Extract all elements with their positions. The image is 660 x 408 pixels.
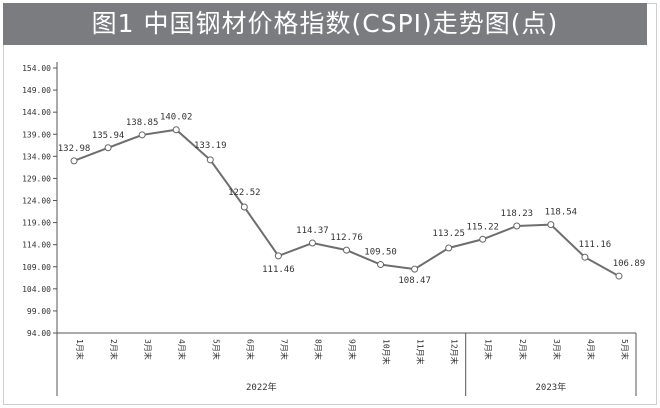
data-point xyxy=(615,272,623,280)
data-label: 138.85 xyxy=(126,118,159,128)
x-tick-label: 3月末 xyxy=(552,339,562,360)
data-label: 113.25 xyxy=(432,229,465,239)
data-label: 111.46 xyxy=(262,265,295,275)
data-label: 109.50 xyxy=(364,248,397,258)
data-point xyxy=(70,157,78,165)
data-label: 140.02 xyxy=(160,113,193,123)
data-label: 118.23 xyxy=(501,209,534,219)
x-tick-label: 6月末 xyxy=(245,339,255,360)
data-label: 132.98 xyxy=(58,144,91,154)
data-label: 114.37 xyxy=(296,226,329,236)
y-tick-label: 154.00 xyxy=(22,64,51,73)
group-label: 2022年 xyxy=(246,381,277,393)
y-tick-label: 104.00 xyxy=(22,285,51,294)
data-label: 108.47 xyxy=(398,276,431,286)
x-tick-label: 12月末 xyxy=(450,339,460,365)
data-point xyxy=(581,253,589,261)
x-tick-label: 5月末 xyxy=(211,339,221,360)
series-line xyxy=(73,128,620,277)
y-tick-label: 124.00 xyxy=(22,197,51,206)
chart-title: 图1 中国钢材价格指数(CSPI)走势图(点) xyxy=(3,3,647,45)
y-tick-label: 94.00 xyxy=(27,329,51,338)
data-point xyxy=(547,221,555,229)
y-tick-label: 119.00 xyxy=(22,219,51,228)
data-label: 122.52 xyxy=(228,188,261,198)
x-tick-label: 4月末 xyxy=(586,339,596,360)
x-tick-label: 8月末 xyxy=(313,339,323,360)
data-point xyxy=(513,222,521,230)
data-label: 106.89 xyxy=(613,259,646,269)
data-label: 112.76 xyxy=(330,233,363,243)
data-point xyxy=(445,244,453,252)
x-tick-label: 2月末 xyxy=(109,339,119,360)
y-tick-label: 134.00 xyxy=(22,152,51,161)
data-point xyxy=(479,235,487,243)
group-label: 2023年 xyxy=(536,381,567,393)
x-tick-label: 5月末 xyxy=(620,339,630,360)
y-tick-label: 114.00 xyxy=(22,241,51,250)
x-tick-label: 2月末 xyxy=(518,339,528,360)
x-tick-label: 11月末 xyxy=(416,339,426,365)
data-point xyxy=(274,252,282,260)
x-tick-label: 10月末 xyxy=(382,339,392,365)
data-label: 133.19 xyxy=(194,141,227,151)
y-tick-label: 99.00 xyxy=(27,307,51,316)
data-point xyxy=(138,131,146,139)
x-tick-label: 1月末 xyxy=(484,339,494,360)
data-point xyxy=(240,203,248,211)
x-tick-label: 4月末 xyxy=(177,339,187,360)
data-point xyxy=(343,246,350,254)
y-tick-label: 139.00 xyxy=(22,130,51,139)
data-point xyxy=(206,156,214,164)
y-tick-label: 144.00 xyxy=(22,108,51,117)
y-tick-label: 109.00 xyxy=(22,263,51,272)
x-tick-label: 3月末 xyxy=(143,339,153,360)
data-point xyxy=(308,239,316,247)
data-label: 115.22 xyxy=(466,222,499,232)
y-tick-label: 149.00 xyxy=(22,86,51,95)
data-point xyxy=(377,261,385,269)
x-tick-label: 9月末 xyxy=(348,339,358,360)
data-label: 135.94 xyxy=(92,131,125,141)
data-label: 111.16 xyxy=(579,240,612,250)
data-point xyxy=(411,265,419,273)
x-tick-label: 7月末 xyxy=(279,339,289,360)
x-tick-label: 1月末 xyxy=(75,339,85,360)
data-label: 118.54 xyxy=(545,208,578,218)
data-point xyxy=(104,144,112,152)
data-point xyxy=(172,126,180,134)
y-tick-label: 129.00 xyxy=(22,174,51,183)
